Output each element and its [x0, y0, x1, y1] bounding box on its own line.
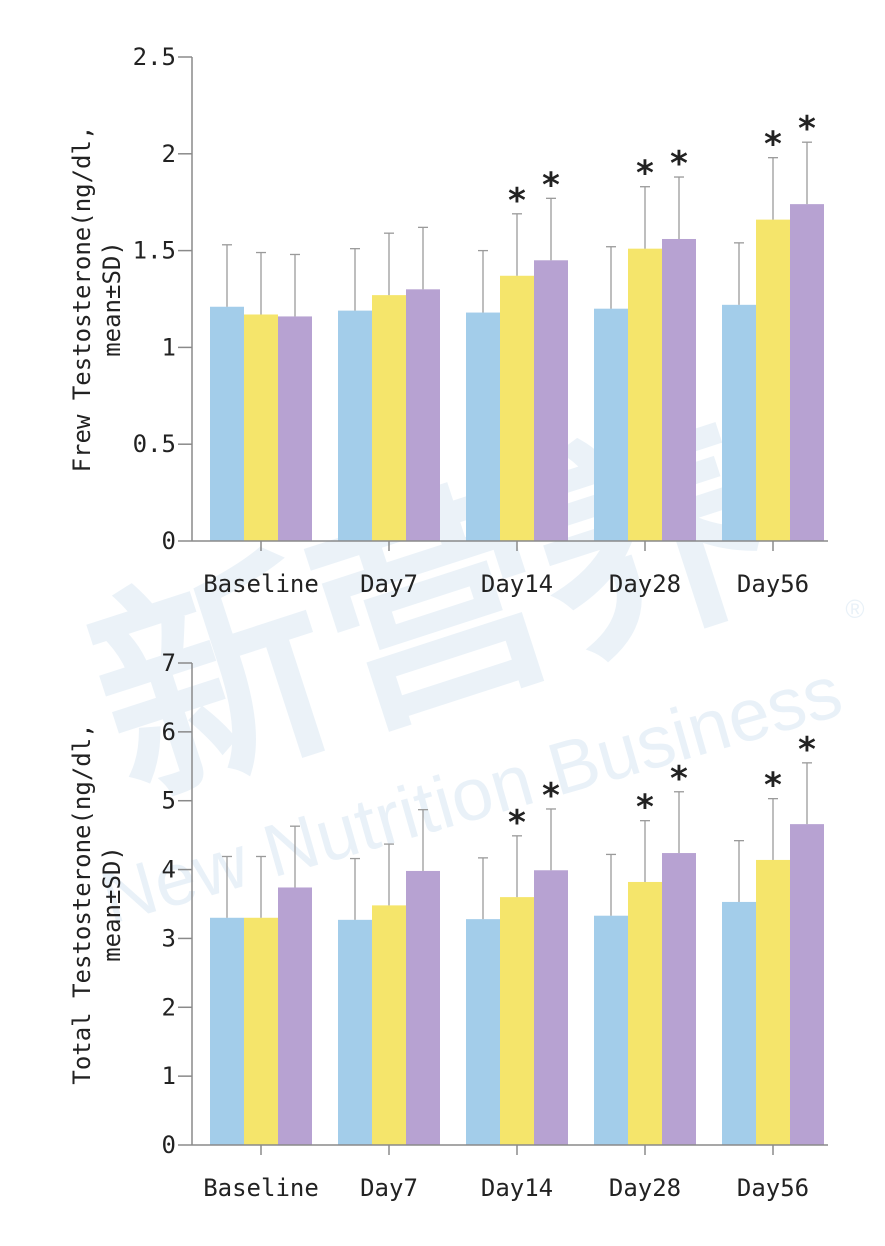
y-tick-label: 0	[162, 1131, 176, 1159]
bar-day56-s2	[756, 219, 790, 541]
bar-day7-s1	[338, 919, 372, 1145]
bar-day14-s2	[500, 275, 534, 541]
x-tick-label: Day7	[360, 570, 418, 598]
y-tick-label: 2.5	[133, 43, 176, 71]
bar-day7-s2	[372, 905, 406, 1145]
y-axis-title-line1: Frew Testosterone(ng/dl,	[68, 126, 96, 473]
x-tick-label: Day28	[609, 570, 681, 598]
y-tick-label: 0	[162, 527, 176, 555]
significance-marker: *	[507, 181, 527, 221]
bar-day56-s3	[790, 824, 824, 1145]
bar-day28-s1	[594, 308, 628, 541]
bar-day56-s3	[790, 204, 824, 542]
bar-day14-s2	[500, 897, 534, 1145]
y-tick-label: 5	[162, 787, 176, 815]
bar-day56-s2	[756, 859, 790, 1145]
x-tick-label: Day14	[481, 1174, 553, 1202]
bar-day28-s1	[594, 915, 628, 1145]
y-tick-label: 3	[162, 924, 176, 952]
bar-day28-s3	[662, 238, 696, 541]
y-tick-label: 1	[162, 333, 176, 361]
significance-marker: *	[797, 730, 817, 770]
bar-day56-s1	[722, 901, 756, 1145]
y-tick-label: 1	[162, 1062, 176, 1090]
x-tick-label: Day7	[360, 1174, 418, 1202]
x-tick-label: Baseline	[203, 570, 319, 598]
bar-day7-s1	[338, 310, 372, 541]
bar-day7-s3	[406, 870, 440, 1145]
bar-day14-s1	[466, 312, 500, 541]
bar-day7-s2	[372, 295, 406, 541]
free-testosterone-chart: * * * * * * 0 0.5 1 1.5 2 2.5 Baseline Day7 Day14 Day28…	[68, 43, 828, 598]
total-testosterone-chart: * * * * * * 0 1 2 3 4 5 6 7 Baseline Day7 Day14 Day28 Day5…	[68, 649, 828, 1202]
bar-baseline-s2	[244, 314, 278, 541]
watermark-registered-mark-2: ®	[845, 594, 864, 624]
significance-marker: *	[669, 144, 689, 184]
bar-baseline-s1	[210, 306, 244, 541]
significance-marker: *	[669, 759, 689, 799]
y-axis-title-line1: Total Testosterone(ng/dl,	[68, 723, 96, 1084]
bar-day28-s3	[662, 853, 696, 1145]
bar-baseline-s3	[278, 316, 312, 541]
x-tick-label: Baseline	[203, 1174, 319, 1202]
significance-marker: *	[763, 766, 783, 806]
significance-marker: *	[541, 165, 561, 205]
y-tick-label: 2	[162, 993, 176, 1021]
y-axis-title: Total Testosterone(ng/dl,mean±SD)	[68, 723, 126, 1084]
y-tick-label: 6	[162, 718, 176, 746]
bar-day56-s1	[722, 304, 756, 541]
x-tick-label: Day14	[481, 570, 553, 598]
y-axis-title: Frew Testosterone(ng/dl,mean±SD)	[68, 126, 126, 473]
y-tick-label: 1.5	[133, 237, 176, 265]
bar-day28-s2	[628, 248, 662, 541]
bar-baseline-s3	[278, 887, 312, 1145]
bar-day7-s3	[406, 289, 440, 541]
x-tick-label: Day28	[609, 1174, 681, 1202]
y-tick-label: 7	[162, 649, 176, 677]
bar-baseline-s2	[244, 917, 278, 1145]
significance-marker: *	[797, 109, 817, 149]
bar-baseline-s1	[210, 917, 244, 1145]
y-tick-label: 4	[162, 856, 176, 884]
y-axis-title-line2: mean±SD)	[98, 241, 126, 357]
significance-marker: *	[507, 803, 527, 843]
bar-day14-s3	[534, 260, 568, 541]
significance-marker: *	[541, 776, 561, 816]
bar-day14-s1	[466, 919, 500, 1145]
significance-marker: *	[635, 154, 655, 194]
x-tick-label: Day56	[737, 1174, 809, 1202]
y-tick-label: 2	[162, 140, 176, 168]
bar-day14-s3	[534, 870, 568, 1145]
y-tick-label: 0.5	[133, 430, 176, 458]
y-axis-title-line2: mean±SD)	[98, 846, 126, 962]
significance-marker: *	[763, 125, 783, 165]
x-tick-label: Day56	[737, 570, 809, 598]
significance-marker: *	[635, 788, 655, 828]
bar-day28-s2	[628, 881, 662, 1145]
